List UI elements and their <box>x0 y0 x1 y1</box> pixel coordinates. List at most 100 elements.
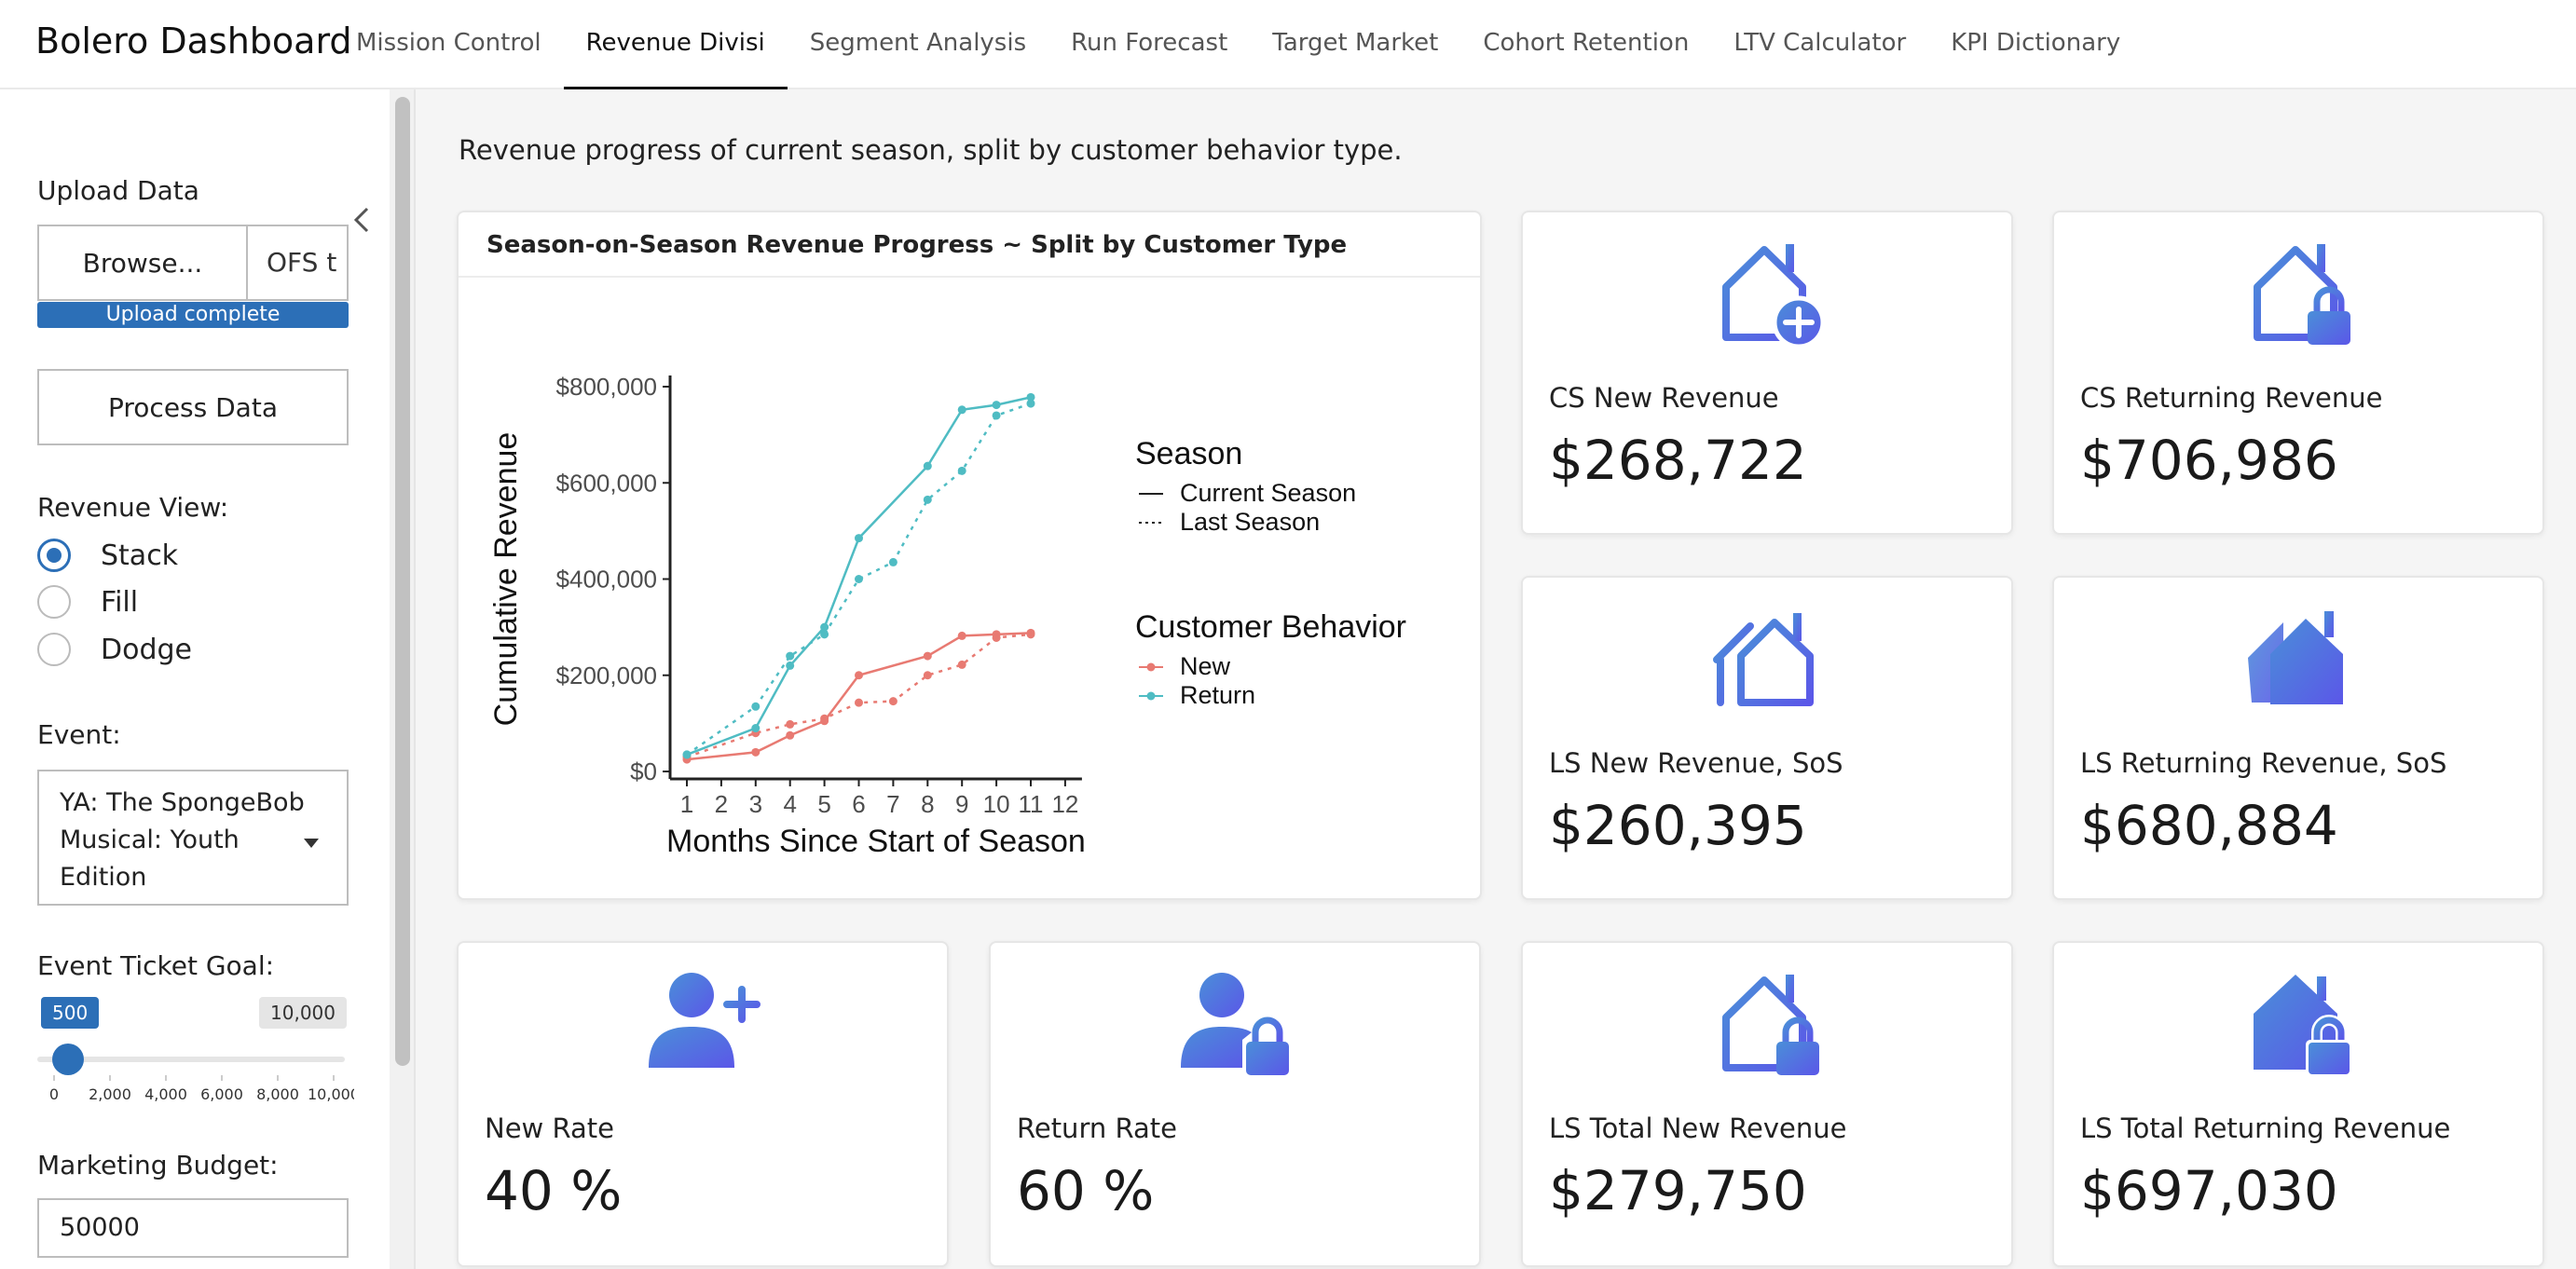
slider-value-bubble: 500 <box>41 997 100 1029</box>
x-tick-label: 7 <box>886 790 899 818</box>
value-box-title: CS New Revenue <box>1549 382 1779 414</box>
data-point <box>786 730 795 740</box>
slider-tick-label: 4,000 <box>144 1085 187 1103</box>
slider-tick-label: 6,000 <box>200 1085 243 1103</box>
y-tick-label: $600,000 <box>556 469 657 497</box>
data-point <box>751 747 760 757</box>
event-label: Event: <box>37 719 121 750</box>
data-point <box>820 630 829 639</box>
data-point <box>855 534 863 543</box>
value-box-ls-total-returning-revenue: LS Total Returning Revenue $697,030 <box>2052 941 2544 1267</box>
data-point <box>751 702 760 711</box>
house-double-icon <box>1713 613 1814 706</box>
value-box-ls-returning-revenue-sos: LS Returning Revenue, SoS $680,884 <box>2052 576 2544 900</box>
data-point <box>957 660 966 669</box>
data-point <box>992 411 1001 420</box>
data-point <box>923 461 932 471</box>
process-data-button[interactable]: Process Data <box>37 369 349 445</box>
data-point <box>855 575 863 583</box>
house-lock-icon <box>1722 975 1819 1075</box>
x-tick-label: 6 <box>852 790 865 818</box>
file-name-field[interactable]: OFS t <box>248 225 349 301</box>
data-point <box>751 724 760 733</box>
tab-target-market[interactable]: Target Market <box>1272 29 1439 57</box>
chart-title: Season-on-Season Revenue Progress ~ Spli… <box>459 212 1480 278</box>
file-upload: Browse... OFS t <box>37 225 349 301</box>
browse-button[interactable]: Browse... <box>37 225 248 301</box>
x-tick-label: 10 <box>983 790 1010 818</box>
value-box-value: $279,750 <box>1549 1159 1807 1222</box>
event-select[interactable]: YA: The SpongeBob Musical: Youth Edition <box>37 770 349 906</box>
tab-mission-control[interactable]: Mission Control <box>356 29 541 57</box>
tab-cohort-retention[interactable]: Cohort Retention <box>1483 29 1690 57</box>
revenue-view-label: Revenue View: <box>37 492 229 523</box>
caret-down-icon <box>304 839 319 848</box>
slider-track[interactable] <box>37 1057 345 1062</box>
tab-run-forecast[interactable]: Run Forecast <box>1071 29 1228 57</box>
marketing-budget-input[interactable]: 50000 <box>37 1198 349 1258</box>
data-point <box>786 651 795 661</box>
radio-label: Dodge <box>101 633 192 666</box>
value-box-new-rate: New Rate 40 % <box>457 941 949 1267</box>
data-point <box>888 557 897 566</box>
radio-dodge[interactable]: Dodge <box>37 633 192 666</box>
x-tick-label: 12 <box>1051 790 1078 818</box>
value-box-title: LS Returning Revenue, SoS <box>2080 747 2447 779</box>
tab-ltv-calculator[interactable]: LTV Calculator <box>1733 29 1907 57</box>
legend-label: New <box>1180 652 1231 680</box>
house-filled-double-icon <box>2248 611 2343 704</box>
data-point <box>992 401 1001 410</box>
value-box-value: $697,030 <box>2080 1159 2338 1222</box>
data-point <box>855 671 863 680</box>
user-plus-icon <box>649 973 760 1068</box>
data-point <box>855 698 863 707</box>
radio-button[interactable] <box>37 539 71 572</box>
ticket-goal-slider[interactable]: 500 10,000 0 2,000 4,000 6,000 8,000 10,000 <box>37 997 354 1103</box>
data-point <box>820 714 829 723</box>
value-box-ls-new-revenue-sos: LS New Revenue, SoS $260,395 <box>1521 576 2013 900</box>
legend-label: Current Season <box>1180 479 1356 507</box>
tab-revenue-division[interactable]: Revenue Divisi <box>563 0 788 89</box>
value-box-value: $268,722 <box>1549 429 1807 492</box>
data-point <box>1026 630 1035 639</box>
tab-kpi-dictionary[interactable]: KPI Dictionary <box>1951 29 2121 57</box>
data-point <box>923 671 932 680</box>
upload-progress-bar: Upload complete <box>37 302 349 328</box>
slider-tick-label: 8,000 <box>256 1085 299 1103</box>
value-box-title: New Rate <box>485 1112 614 1144</box>
legend-label: Return <box>1180 681 1255 709</box>
nav-tabs: Mission Control Revenue Divisi Segment A… <box>334 0 2143 89</box>
radio-fill[interactable]: Fill <box>37 585 138 619</box>
radio-button[interactable] <box>37 585 71 619</box>
slider-handle[interactable] <box>52 1044 84 1075</box>
y-tick-label: $400,000 <box>556 566 657 594</box>
radio-stack[interactable]: Stack <box>37 539 178 572</box>
house-lock-icon <box>2254 244 2350 345</box>
value-box-value: $260,395 <box>1549 794 1807 857</box>
slider-tick-label: 10,000 <box>308 1085 354 1103</box>
data-point <box>957 466 966 475</box>
legend-key-point <box>1146 662 1156 672</box>
house-plus-icon <box>1722 244 1825 348</box>
radio-button[interactable] <box>37 633 71 666</box>
x-tick-label: 5 <box>817 790 830 818</box>
house-filled-lock-icon <box>2254 975 2352 1077</box>
x-tick-label: 8 <box>921 790 934 818</box>
sidebar-scrollbar-thumb[interactable] <box>395 97 410 1066</box>
value-box-ls-total-new-revenue: LS Total New Revenue $279,750 <box>1521 941 2013 1267</box>
data-point <box>786 719 795 729</box>
legend-label: Last Season <box>1180 508 1320 536</box>
data-point <box>888 697 897 706</box>
x-axis-label: Months Since Start of Season <box>666 824 1086 859</box>
slider-tick-label: 2,000 <box>89 1085 131 1103</box>
value-box-return-rate: Return Rate 60 % <box>989 941 1481 1267</box>
intro-text: Revenue progress of current season, spli… <box>459 134 1403 166</box>
chevron-left-icon[interactable] <box>349 201 377 239</box>
x-tick-label: 9 <box>955 790 968 818</box>
data-point <box>992 633 1001 642</box>
legend-season-title: Season <box>1135 436 1242 471</box>
x-tick-label: 3 <box>749 790 762 818</box>
tab-segment-analysis[interactable]: Segment Analysis <box>809 29 1027 57</box>
brand-title[interactable]: Bolero Dashboard <box>35 20 352 61</box>
